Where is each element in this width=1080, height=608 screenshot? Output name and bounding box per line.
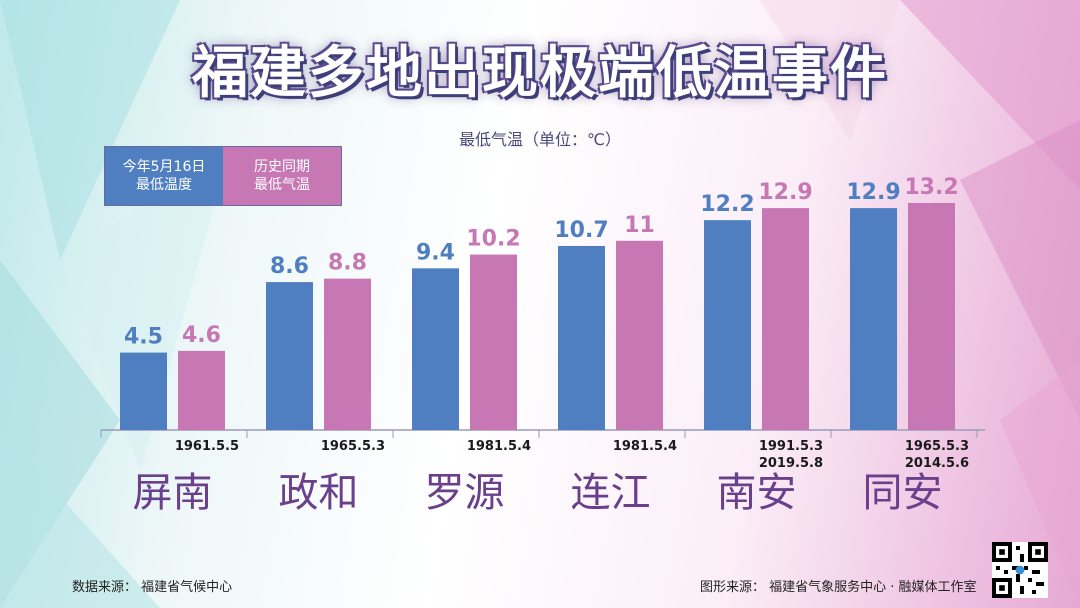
category-label: 南安 bbox=[717, 470, 797, 516]
graphic-source: 图形来源： 福建省气象服务中心 · 融媒体工作室 bbox=[700, 580, 977, 595]
category-label: 政和 bbox=[279, 470, 359, 516]
data-label: 8.6 bbox=[270, 254, 309, 279]
bar-history bbox=[762, 208, 809, 430]
data-label: 4.6 bbox=[182, 323, 221, 348]
record-date-label: 2019.5.8 bbox=[759, 456, 823, 471]
category-label: 罗源 bbox=[425, 470, 505, 516]
record-date-label: 1965.5.3 bbox=[905, 439, 969, 454]
data-label: 13.2 bbox=[904, 175, 958, 200]
data-label: 9.4 bbox=[416, 240, 455, 265]
record-date-label: 1965.5.3 bbox=[321, 439, 385, 454]
data-label: 10.7 bbox=[554, 218, 608, 243]
data-source: 数据来源： 福建省气候中心 bbox=[72, 580, 233, 595]
record-date-label: 1961.5.5 bbox=[175, 439, 239, 454]
bar-history bbox=[908, 202, 955, 430]
category-label: 同安 bbox=[863, 470, 943, 516]
legend: 今年5月16日 最低温度 历史同期 最低气温 bbox=[104, 146, 342, 206]
bar-today bbox=[412, 268, 459, 430]
data-label: 8.8 bbox=[328, 251, 367, 276]
data-label: 4.5 bbox=[124, 325, 163, 350]
record-date-label: 1981.5.4 bbox=[467, 439, 531, 454]
bar-today bbox=[558, 245, 605, 430]
legend-item-history: 历史同期 最低气温 bbox=[223, 147, 341, 205]
bar-today bbox=[266, 282, 313, 430]
record-date-label: 2014.5.6 bbox=[905, 456, 969, 471]
data-label: 12.2 bbox=[700, 192, 754, 217]
bar-history bbox=[616, 240, 663, 430]
bar-history bbox=[470, 254, 517, 430]
bar-history bbox=[178, 350, 225, 430]
qr-code-icon bbox=[992, 542, 1048, 598]
data-label: 12.9 bbox=[846, 180, 900, 205]
chart-title: 福建多地出现极端低温事件 bbox=[192, 41, 888, 106]
category-label: 屏南 bbox=[133, 470, 213, 516]
bar-today bbox=[704, 220, 751, 430]
category-label: 连江 bbox=[571, 470, 651, 516]
record-date-label: 1981.5.4 bbox=[613, 439, 677, 454]
bar-history bbox=[324, 278, 371, 430]
data-label: 11 bbox=[624, 213, 655, 238]
record-date-label: 1991.5.3 bbox=[759, 439, 823, 454]
data-label: 12.9 bbox=[758, 180, 812, 205]
legend-item-today: 今年5月16日 最低温度 bbox=[105, 147, 223, 205]
unit-label: 最低气温（单位：℃） bbox=[459, 130, 621, 149]
bar-today bbox=[120, 352, 167, 430]
data-label: 10.2 bbox=[466, 227, 520, 252]
bar-today bbox=[850, 208, 897, 430]
